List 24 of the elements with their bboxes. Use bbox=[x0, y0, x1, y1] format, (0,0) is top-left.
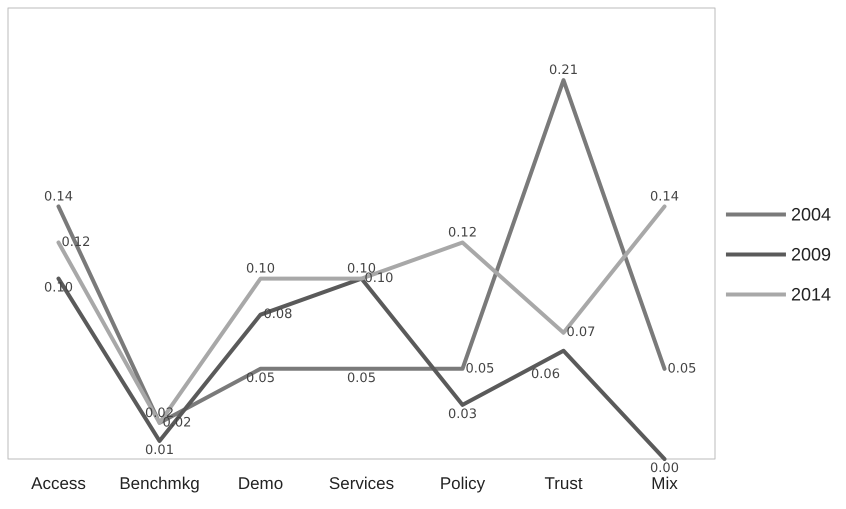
data-label: 0.01 bbox=[145, 442, 174, 458]
data-label: 0.12 bbox=[448, 226, 477, 241]
data-label: 0.06 bbox=[531, 366, 560, 382]
legend-label: 2009 bbox=[790, 244, 832, 264]
x-tick-label: Mix bbox=[651, 474, 678, 493]
data-label: 0.00 bbox=[650, 461, 679, 476]
x-tick-label: Access bbox=[31, 474, 86, 493]
x-tick-label: Services bbox=[328, 474, 394, 493]
x-tick-label: Policy bbox=[440, 474, 486, 493]
x-tick-label: Benchmkg bbox=[119, 474, 200, 493]
legend-label: 2004 bbox=[790, 204, 832, 224]
data-label: 0.14 bbox=[44, 189, 73, 204]
data-label: 0.05 bbox=[466, 361, 494, 376]
data-label: 0.05 bbox=[246, 370, 275, 386]
data-label: 0.14 bbox=[650, 189, 679, 204]
x-tick-label: Trust bbox=[544, 474, 583, 493]
data-label: 0.07 bbox=[566, 325, 596, 340]
x-tick-label: Demo bbox=[238, 474, 284, 493]
data-label: 0.03 bbox=[448, 406, 477, 422]
data-label: 0.05 bbox=[347, 370, 376, 386]
data-label: 0.05 bbox=[668, 361, 696, 376]
data-label: 0.10 bbox=[246, 262, 275, 277]
data-label: 0.21 bbox=[549, 63, 578, 78]
legend-label: 2014 bbox=[790, 284, 832, 304]
